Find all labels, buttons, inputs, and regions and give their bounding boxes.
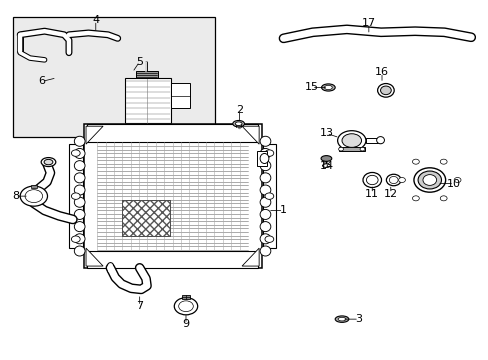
Bar xyxy=(262,144,276,248)
Circle shape xyxy=(174,298,197,315)
Ellipse shape xyxy=(260,246,270,256)
Text: 6: 6 xyxy=(39,76,45,86)
Text: 15: 15 xyxy=(304,82,318,93)
Bar xyxy=(125,78,171,123)
Ellipse shape xyxy=(74,148,85,158)
Bar xyxy=(87,125,257,141)
Ellipse shape xyxy=(260,161,270,171)
Text: 4: 4 xyxy=(92,15,99,26)
Ellipse shape xyxy=(74,197,85,207)
Ellipse shape xyxy=(260,185,270,195)
Bar xyxy=(31,185,37,188)
Bar xyxy=(125,123,171,128)
Ellipse shape xyxy=(260,234,270,244)
Ellipse shape xyxy=(413,168,445,192)
Bar xyxy=(87,251,257,268)
Ellipse shape xyxy=(260,197,270,207)
Bar xyxy=(136,71,158,78)
Circle shape xyxy=(264,236,273,242)
Ellipse shape xyxy=(422,175,436,185)
Circle shape xyxy=(20,186,47,206)
Ellipse shape xyxy=(41,158,56,167)
Circle shape xyxy=(453,177,460,183)
Ellipse shape xyxy=(260,222,270,231)
Bar xyxy=(338,147,365,151)
Ellipse shape xyxy=(74,246,85,256)
Circle shape xyxy=(71,236,80,242)
Ellipse shape xyxy=(376,136,384,144)
Ellipse shape xyxy=(260,210,270,220)
Bar xyxy=(69,144,82,248)
Ellipse shape xyxy=(74,161,85,171)
Ellipse shape xyxy=(362,172,381,188)
Text: 8: 8 xyxy=(12,191,19,201)
Bar xyxy=(122,200,170,235)
Circle shape xyxy=(338,147,343,151)
Circle shape xyxy=(264,150,273,156)
Text: 13: 13 xyxy=(319,129,333,138)
Text: 10: 10 xyxy=(446,179,460,189)
Ellipse shape xyxy=(260,148,270,158)
Ellipse shape xyxy=(74,210,85,220)
Ellipse shape xyxy=(337,131,365,150)
Ellipse shape xyxy=(74,173,85,183)
Text: 16: 16 xyxy=(374,67,388,77)
Ellipse shape xyxy=(341,134,361,147)
Ellipse shape xyxy=(388,176,397,184)
Circle shape xyxy=(25,190,42,203)
Ellipse shape xyxy=(260,153,268,163)
Text: 3: 3 xyxy=(355,314,362,324)
Circle shape xyxy=(71,150,80,156)
Circle shape xyxy=(359,147,364,151)
Text: 12: 12 xyxy=(383,189,397,199)
Ellipse shape xyxy=(322,164,330,167)
Ellipse shape xyxy=(321,156,331,161)
Ellipse shape xyxy=(324,85,331,90)
Text: 1: 1 xyxy=(280,206,286,216)
Ellipse shape xyxy=(334,316,348,322)
Polygon shape xyxy=(86,126,103,144)
Polygon shape xyxy=(242,126,259,144)
Ellipse shape xyxy=(260,136,270,146)
Text: 14: 14 xyxy=(319,161,333,171)
Bar xyxy=(256,151,267,166)
Ellipse shape xyxy=(74,222,85,231)
Ellipse shape xyxy=(377,84,393,97)
Ellipse shape xyxy=(380,86,390,95)
Bar xyxy=(122,200,170,235)
Circle shape xyxy=(178,301,193,312)
Polygon shape xyxy=(86,248,103,266)
Text: 17: 17 xyxy=(361,18,375,28)
Circle shape xyxy=(439,159,446,164)
Ellipse shape xyxy=(366,175,377,185)
Circle shape xyxy=(412,196,418,201)
Text: 5: 5 xyxy=(136,57,143,67)
Ellipse shape xyxy=(74,185,85,195)
Ellipse shape xyxy=(417,171,441,189)
Ellipse shape xyxy=(44,159,53,165)
Ellipse shape xyxy=(337,318,345,321)
Circle shape xyxy=(398,177,405,183)
Ellipse shape xyxy=(232,121,244,127)
Circle shape xyxy=(412,159,418,164)
Circle shape xyxy=(71,193,80,199)
Bar xyxy=(365,138,380,143)
Bar xyxy=(83,125,261,268)
Ellipse shape xyxy=(260,173,270,183)
Text: 9: 9 xyxy=(182,319,189,329)
Text: 11: 11 xyxy=(365,189,379,199)
Circle shape xyxy=(264,193,273,199)
Ellipse shape xyxy=(321,84,334,91)
Polygon shape xyxy=(242,248,259,266)
Bar xyxy=(13,17,215,137)
Ellipse shape xyxy=(74,136,85,146)
Bar xyxy=(182,296,189,299)
Text: 2: 2 xyxy=(236,105,243,115)
Text: 7: 7 xyxy=(136,301,143,311)
Bar xyxy=(171,83,189,108)
Ellipse shape xyxy=(235,122,242,126)
Circle shape xyxy=(439,196,446,201)
Ellipse shape xyxy=(386,174,400,186)
Ellipse shape xyxy=(74,234,85,244)
